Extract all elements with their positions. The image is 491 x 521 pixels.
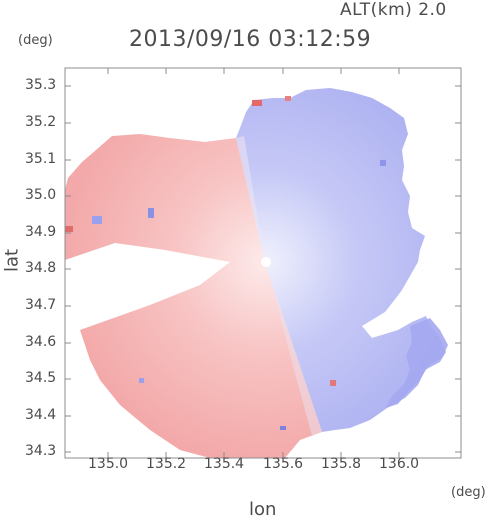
y-tick-label: 34.4 [25,407,57,423]
y-tick-label: 35.2 [25,114,57,130]
y-axis-unit: (deg) [18,33,53,48]
x-tick-label: 135.0 [88,456,129,472]
y-tick-label: 34.7 [25,297,57,313]
y-tick-label: 34.3 [25,443,57,459]
receding-velocity-region [65,134,322,458]
x-tick-label: 136.0 [379,456,420,472]
southern-seam-blend [265,262,322,436]
x-axis-ticks [107,68,400,458]
plot-frame [64,67,462,459]
scan-timestamp: 2013/09/16 03:12:59 [129,27,372,52]
x-tick-label: 135.8 [321,456,362,472]
x-axis-unit: (deg) [451,485,486,500]
y-tick-label: 35.0 [25,187,57,203]
x-tick-label: 135.4 [204,456,245,472]
y-tick-label: 35.3 [25,77,57,93]
y-tick-label: 35.1 [25,151,57,167]
x-tick-label: 135.2 [146,456,187,472]
x-axis-title: lon [249,499,277,520]
y-tick-label: 34.9 [25,224,57,240]
approaching-east-echo [386,318,448,408]
x-tick-label: 135.6 [263,456,304,472]
altitude-label: ALT(km) 2.0 [340,0,447,20]
approaching-velocity-region [236,88,446,432]
y-tick-label: 34.6 [25,334,57,350]
y-tick-label: 34.8 [25,260,57,276]
y-axis-ticks [65,85,461,453]
radial-seam-blend [236,136,265,262]
y-tick-label: 34.5 [25,370,57,386]
speckle-echoes [65,96,386,430]
y-axis-title: lat [1,248,23,273]
radar-site-marker [261,257,271,267]
